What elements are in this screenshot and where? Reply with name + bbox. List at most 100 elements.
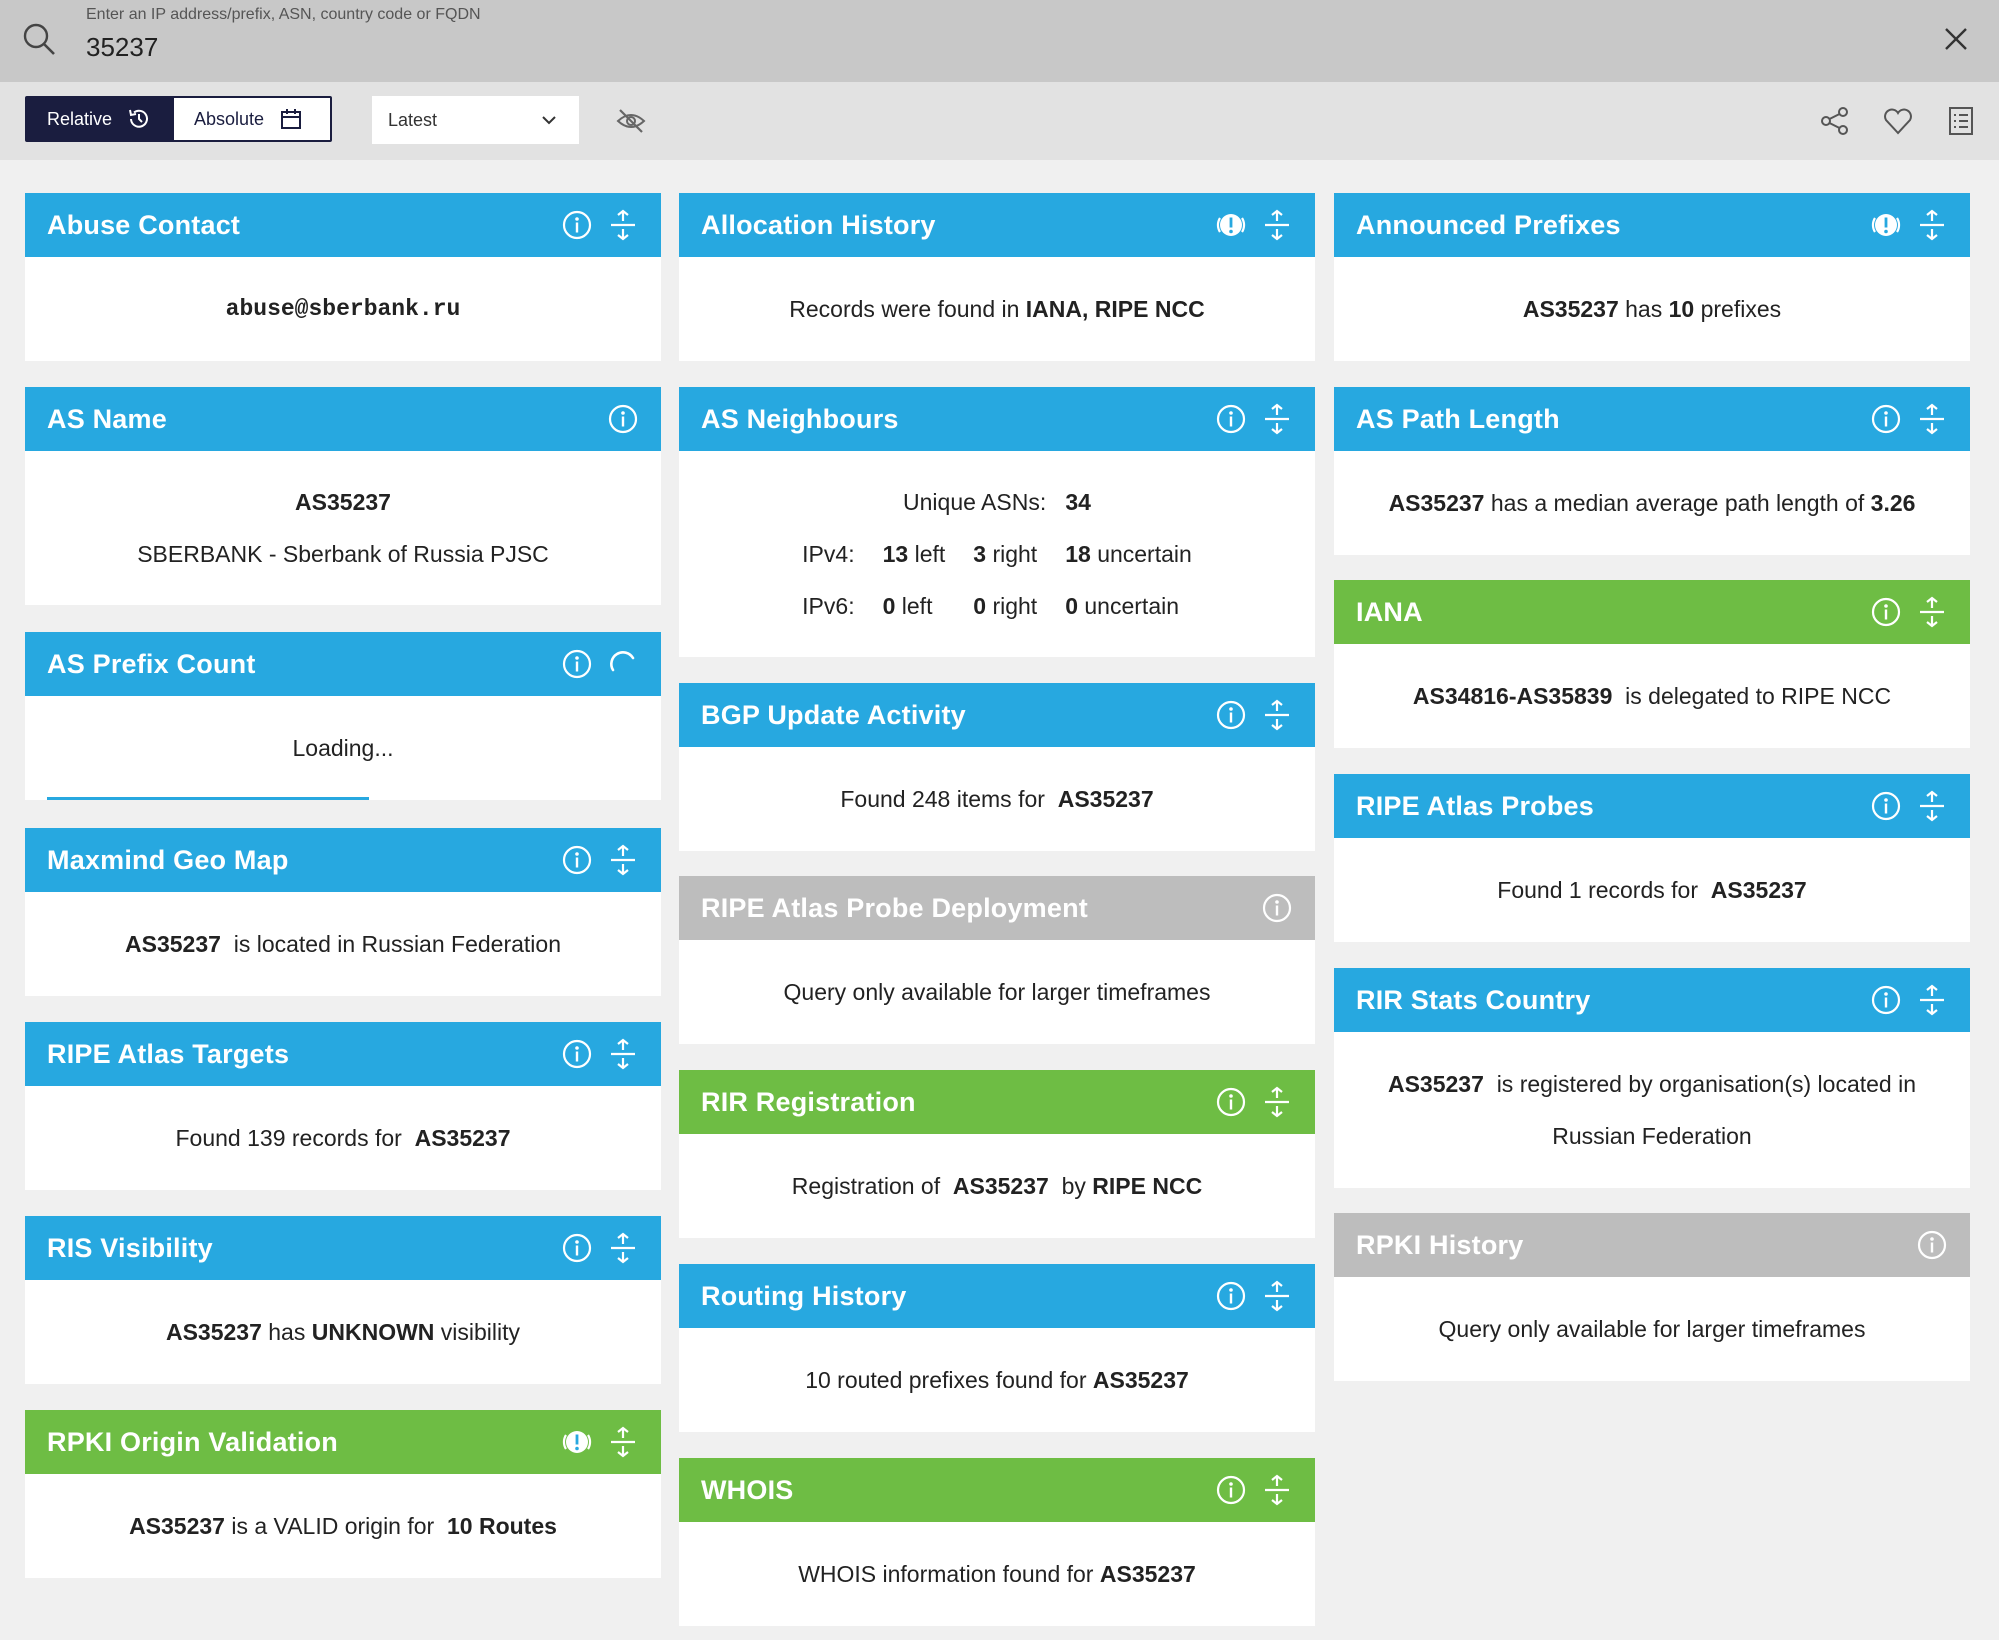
expand-icon[interactable] — [607, 1038, 639, 1070]
info-icon[interactable] — [607, 403, 639, 435]
widget-header: Routing History — [679, 1264, 1315, 1328]
expand-icon[interactable] — [1261, 209, 1293, 241]
prefixes-word: prefixes — [1700, 296, 1782, 322]
info-icon[interactable] — [561, 1038, 593, 1070]
relative-label: Relative — [47, 108, 113, 129]
widget-title: RIPE Atlas Probes — [1356, 790, 1594, 821]
expand-icon[interactable] — [1916, 596, 1948, 628]
info-icon[interactable] — [1215, 699, 1247, 731]
info-icon[interactable] — [1870, 790, 1902, 822]
info-icon[interactable] — [1870, 596, 1902, 628]
visibility-suffix: visibility — [440, 1319, 521, 1345]
asn-label: AS35237 — [129, 1513, 225, 1539]
info-icon[interactable] — [1870, 984, 1902, 1016]
expand-icon[interactable] — [1261, 1280, 1293, 1312]
widget-title: Allocation History — [701, 209, 936, 240]
search-icon[interactable] — [22, 22, 56, 56]
unique-asns-value: 34 — [1065, 489, 1091, 515]
asn-label: AS35237 — [295, 489, 391, 515]
widget-title: AS Prefix Count — [47, 648, 256, 679]
widget-as-prefix-count: AS Prefix Count Loading... — [25, 632, 661, 800]
ipv4-left: 13 — [882, 541, 909, 567]
query-unavailable-text: Query only available for larger timefram… — [1438, 1316, 1866, 1342]
warning-icon[interactable] — [1215, 209, 1247, 241]
ipv6-right: 0 — [973, 593, 987, 619]
heart-icon[interactable] — [1881, 104, 1915, 138]
expand-icon[interactable] — [1261, 1086, 1293, 1118]
widget-body: AS35237 is a VALID origin for 10 Routes — [25, 1474, 661, 1578]
asn-label: AS35237 — [1522, 296, 1619, 322]
close-icon[interactable] — [1941, 24, 1971, 54]
asn-label: AS35237 — [1387, 1071, 1484, 1097]
info-icon[interactable] — [1215, 1474, 1247, 1506]
ipv6-uncertain: 0 — [1065, 593, 1078, 619]
info-icon[interactable] — [561, 209, 593, 241]
widget-body: 10 routed prefixes found for AS35237 — [679, 1328, 1315, 1432]
expand-icon[interactable] — [1261, 403, 1293, 435]
search-input[interactable]: 35237 — [86, 32, 159, 62]
asn-label: AS35237 — [1710, 877, 1807, 903]
widget-ripe-atlas-probes: RIPE Atlas Probes Found 1 records for AS… — [1334, 774, 1970, 942]
info-icon[interactable] — [561, 648, 593, 680]
asn-label: AS35237 — [165, 1319, 262, 1345]
expand-icon[interactable] — [607, 1232, 639, 1264]
country-name: Russian Federation — [1552, 1123, 1752, 1149]
unique-asns-label: Unique ASNs: — [903, 489, 1047, 515]
widget-ris-visibility: RIS Visibility AS35237 has UNKNOWN visib… — [25, 1216, 661, 1384]
widget-rir-registration: RIR Registration Registration of AS35237… — [679, 1070, 1315, 1238]
by-text: by — [1061, 1173, 1086, 1199]
expand-icon[interactable] — [1261, 699, 1293, 731]
info-icon[interactable] — [1870, 403, 1902, 435]
info-icon[interactable] — [1215, 403, 1247, 435]
report-icon[interactable] — [1944, 104, 1978, 138]
registration-prefix: Registration of — [791, 1173, 941, 1199]
info-icon[interactable] — [1916, 1229, 1948, 1261]
ipv6-left: 0 — [882, 593, 896, 619]
widget-header: RIS Visibility — [25, 1216, 661, 1280]
search-placeholder: Enter an IP address/prefix, ASN, country… — [86, 6, 481, 23]
info-icon[interactable] — [1261, 892, 1293, 924]
expand-icon[interactable] — [1916, 984, 1948, 1016]
search-bar: Enter an IP address/prefix, ASN, country… — [0, 0, 1999, 82]
expand-icon[interactable] — [607, 844, 639, 876]
uncertain-word: uncertain — [1084, 593, 1180, 619]
delegation-text: is delegated to RIPE NCC — [1625, 683, 1892, 709]
history-icon — [129, 109, 149, 128]
eye-off-icon[interactable] — [614, 104, 648, 138]
warning-icon[interactable] — [1870, 209, 1902, 241]
widget-title: RIR Stats Country — [1356, 984, 1591, 1015]
expand-icon[interactable] — [607, 209, 639, 241]
info-icon[interactable] — [1215, 1086, 1247, 1118]
widget-rir-stats-country: RIR Stats Country AS35237 is registered … — [1334, 968, 1970, 1188]
share-icon[interactable] — [1818, 104, 1852, 138]
widget-body: Query only available for larger timefram… — [679, 940, 1315, 1044]
time-select[interactable]: Latest — [372, 96, 579, 144]
info-icon[interactable] — [1215, 1280, 1247, 1312]
records-text: Found 139 records for — [175, 1125, 402, 1151]
right-word: right — [992, 541, 1038, 567]
records-text: Found 1 records for — [1497, 877, 1698, 903]
absolute-button[interactable]: Absolute — [174, 98, 330, 140]
expand-icon[interactable] — [1916, 790, 1948, 822]
registered-text: is registered by organisation(s) located… — [1496, 1071, 1917, 1097]
expand-icon[interactable] — [1261, 1474, 1293, 1506]
widget-iana: IANA AS34816-AS35839 is delegated to RIP… — [1334, 580, 1970, 748]
expand-icon[interactable] — [607, 1426, 639, 1458]
path-length-value: 3.26 — [1870, 490, 1916, 516]
expand-icon[interactable] — [1916, 403, 1948, 435]
routed-prefixes-text: 10 routed prefixes found for — [805, 1367, 1087, 1393]
widget-header: RIPE Atlas Probes — [1334, 774, 1970, 838]
query-unavailable-text: Query only available for larger timefram… — [783, 979, 1211, 1005]
warning-icon[interactable] — [561, 1426, 593, 1458]
widget-title: Maxmind Geo Map — [47, 844, 289, 875]
info-icon[interactable] — [561, 1232, 593, 1264]
relative-button[interactable]: Relative — [27, 98, 174, 140]
expand-icon[interactable] — [1916, 209, 1948, 241]
abuse-email[interactable]: abuse@sberbank.ru — [225, 296, 461, 322]
ipv4-label: IPv4: — [802, 541, 855, 567]
info-icon[interactable] — [561, 844, 593, 876]
widget-header: WHOIS — [679, 1458, 1315, 1522]
prefix-count: 10 — [1668, 296, 1695, 322]
widget-body: Found 139 records for AS35237 — [25, 1086, 661, 1190]
records-text: Records were found in — [789, 296, 1020, 322]
